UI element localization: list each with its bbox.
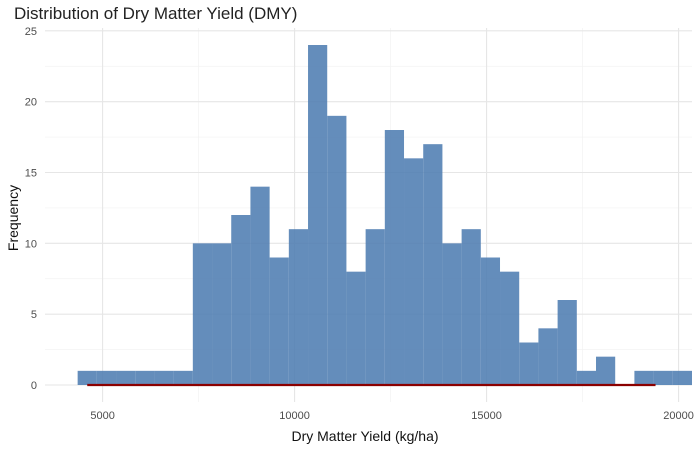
histogram-bar <box>384 130 405 385</box>
histogram-bar <box>212 243 232 385</box>
histogram-bar <box>596 356 616 385</box>
histogram-bar <box>288 229 309 385</box>
y-tick-label: 15 <box>25 168 37 180</box>
x-tick-label: 15000 <box>471 410 502 422</box>
y-tick-label: 0 <box>31 380 37 392</box>
histogram-bar <box>269 257 289 385</box>
x-tick-label: 10000 <box>279 410 310 422</box>
histogram-bar <box>634 370 654 385</box>
histogram-bar <box>327 115 347 385</box>
histogram-bar <box>77 370 97 385</box>
histogram-bar <box>365 229 385 385</box>
histogram-bar <box>173 370 193 385</box>
histogram-bar <box>480 257 501 385</box>
x-tick-label: 20000 <box>663 410 694 422</box>
histogram-bar <box>672 370 692 385</box>
y-tick-label: 5 <box>31 309 37 321</box>
histogram-bar <box>538 328 558 385</box>
histogram-bar <box>423 144 443 385</box>
histogram-bar <box>346 271 366 385</box>
histogram-bar <box>308 45 328 385</box>
x-axis-label: Dry Matter Yield (kg/ha) <box>291 428 439 444</box>
x-axis-ticks: 5000 10000 15000 20000 <box>90 410 694 422</box>
y-tick-label: 25 <box>25 26 37 38</box>
histogram-bar <box>519 342 539 385</box>
histogram-bar <box>442 243 462 385</box>
histogram-bar <box>116 370 136 385</box>
y-tick-label: 10 <box>25 238 37 250</box>
histogram-bar <box>500 271 520 385</box>
histogram-bar <box>404 158 424 385</box>
y-axis-label: Frequency <box>5 184 21 252</box>
chart-title: Distribution of Dry Matter Yield (DMY) <box>14 4 298 23</box>
histogram-bar <box>461 229 481 385</box>
y-axis-ticks: 0 5 10 15 20 25 <box>25 26 37 392</box>
histogram-bar <box>576 370 597 385</box>
histogram-bar <box>96 370 117 385</box>
histogram-bar <box>154 370 174 385</box>
histogram-bar <box>135 370 155 385</box>
histogram-bar <box>653 370 673 385</box>
histogram-bar <box>250 186 270 385</box>
y-tick-label: 20 <box>25 97 37 109</box>
x-tick-label: 5000 <box>90 410 114 422</box>
histogram-bar <box>557 300 577 385</box>
histogram-bar <box>231 215 251 385</box>
histogram-bar <box>192 243 213 385</box>
histogram-bars <box>77 45 692 385</box>
